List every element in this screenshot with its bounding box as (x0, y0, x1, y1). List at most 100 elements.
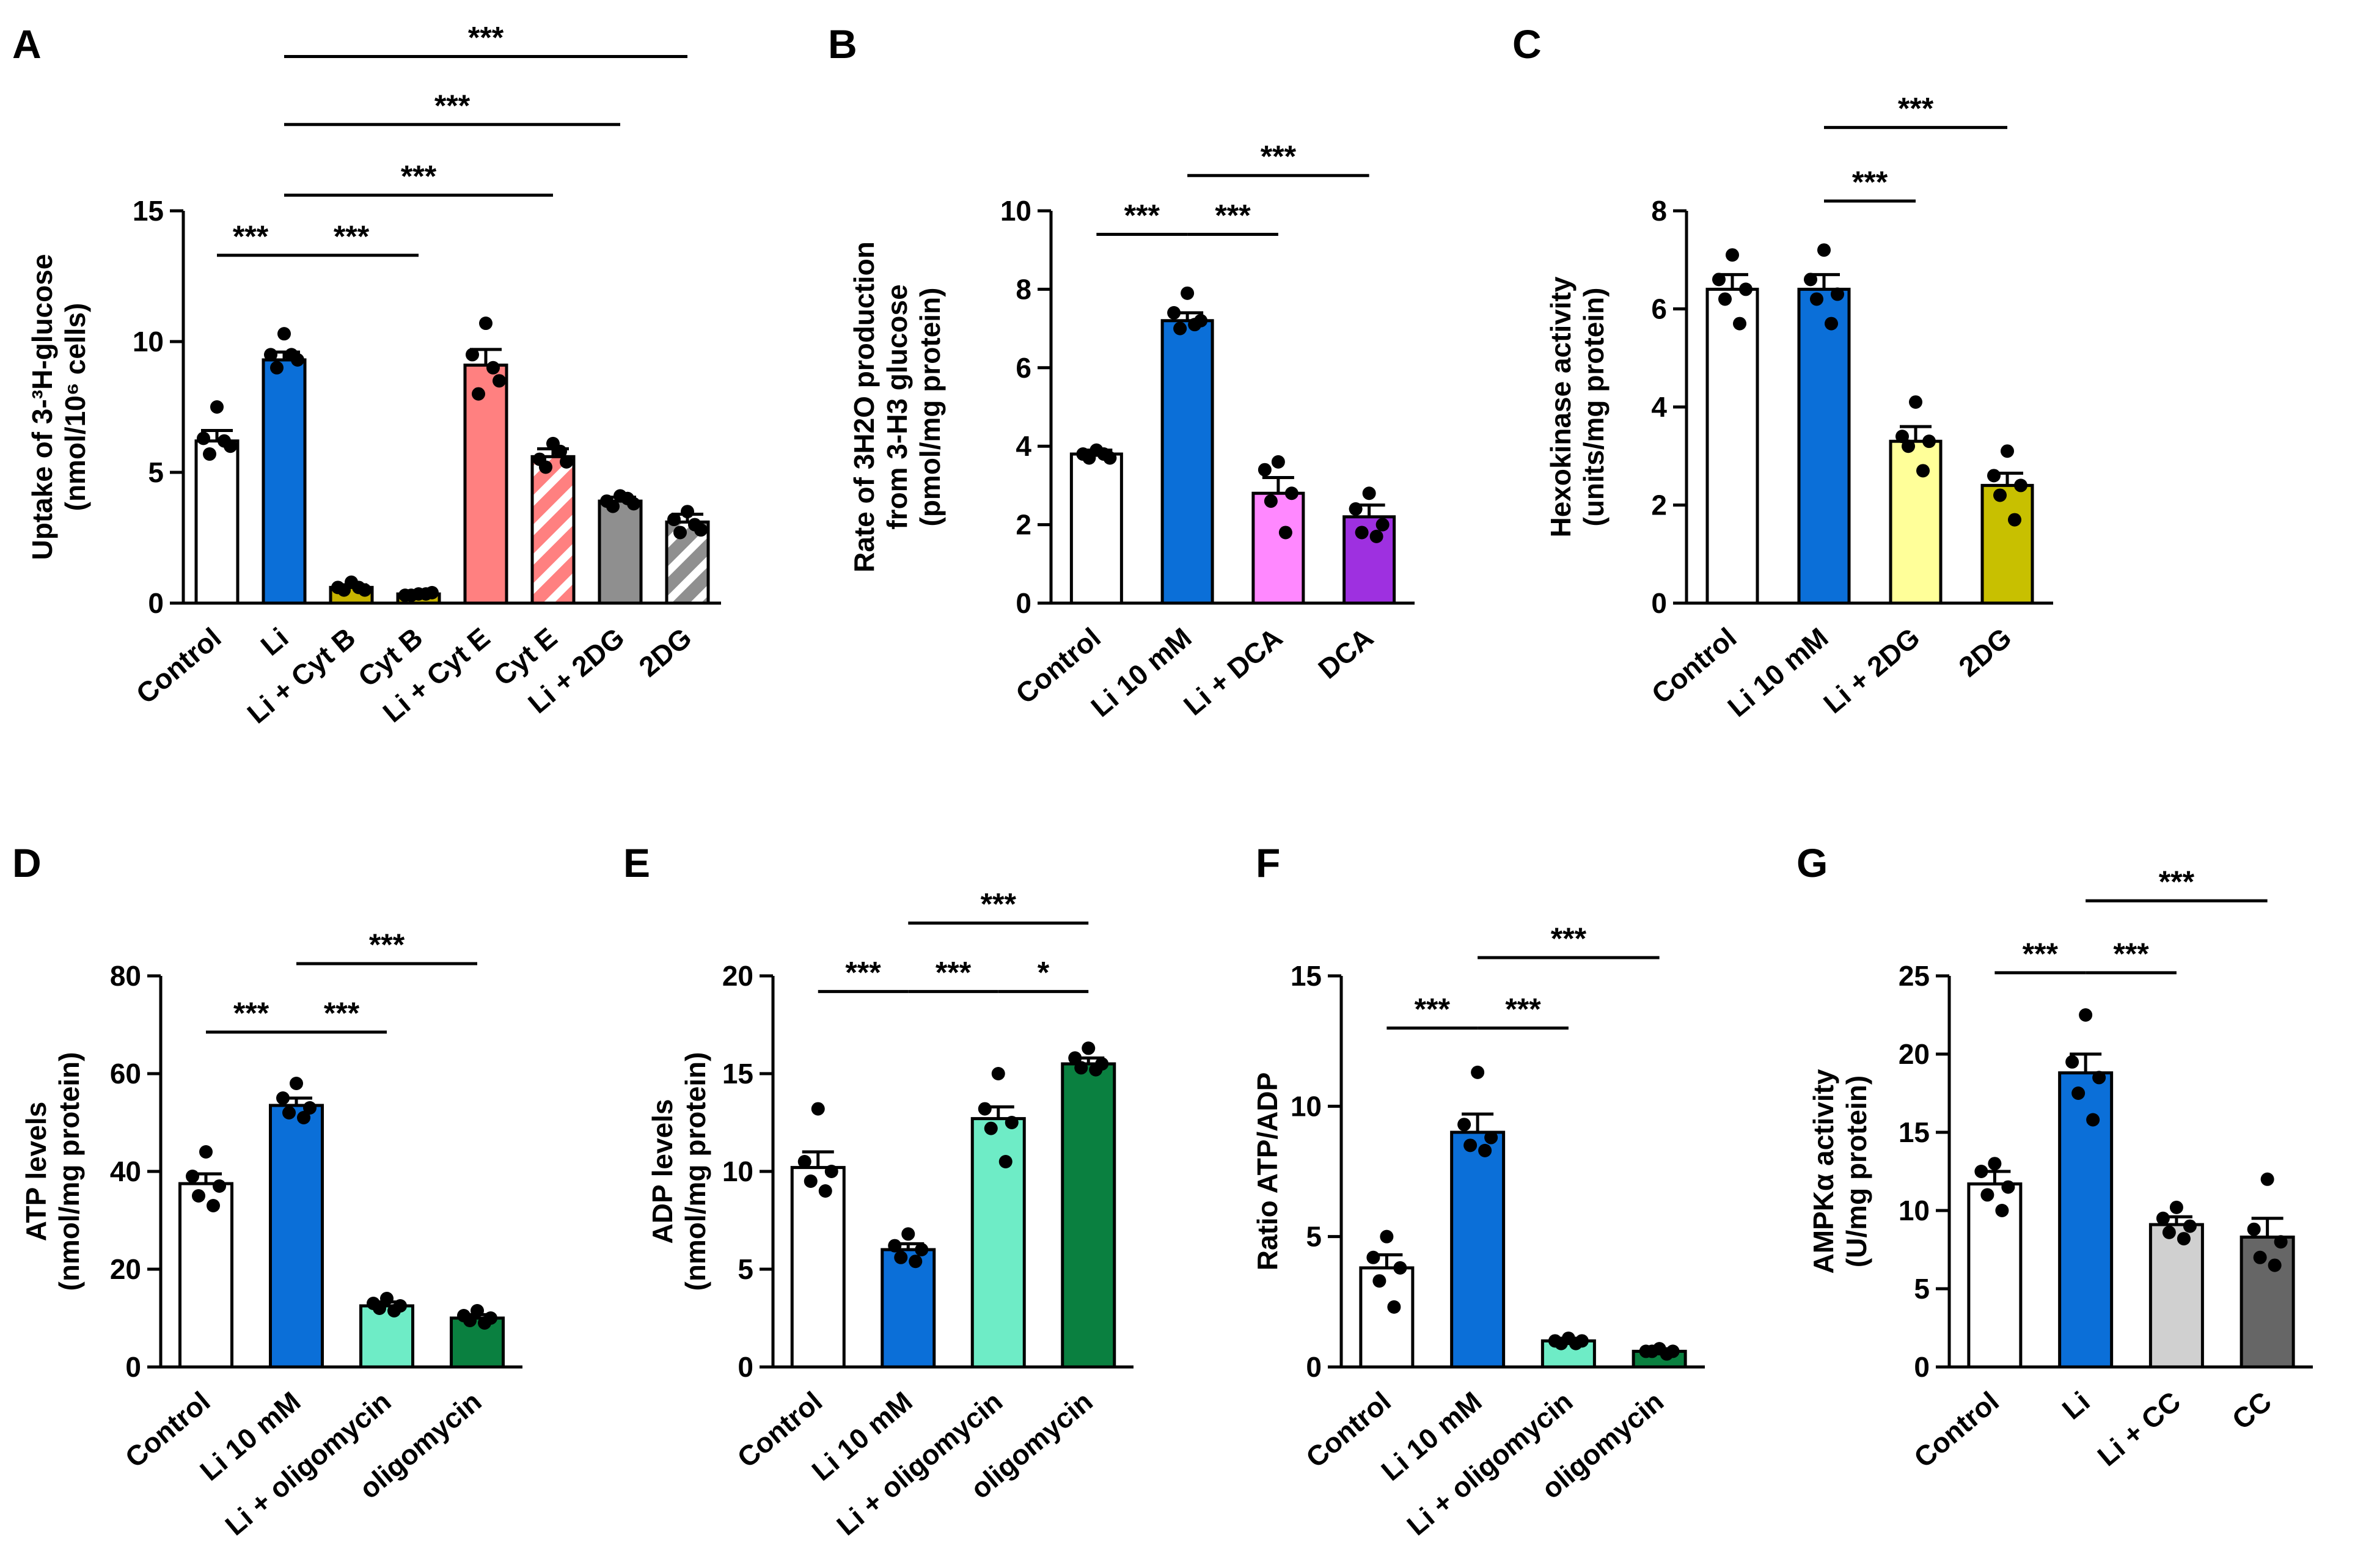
data-point-d-control (192, 1189, 205, 1203)
panel-letter-d: D (12, 840, 42, 885)
x-tick-label-b-li-10-mm: Li 10 mM (1085, 621, 1197, 723)
data-point-c-li-2dg (1895, 430, 1909, 444)
y-tick-label-b: 4 (1016, 430, 1031, 462)
panel-b: B 0 2 4 6 8 10 Rate of 3H2O production from 3-H3… (828, 21, 1415, 723)
data-point-c-2dg (1993, 488, 2007, 502)
data-point-g-control (1995, 1204, 2009, 1217)
data-point-b-li-10-mm (1167, 306, 1181, 320)
data-point-c-li-2dg (1902, 439, 1915, 453)
x-tick-label-g-cc: CC (2226, 1385, 2277, 1436)
data-point-f-li-10-mm (1457, 1118, 1471, 1132)
data-point-d-oligomycin (471, 1304, 484, 1317)
significance-label-g: *** (2159, 865, 2195, 899)
data-point-b-li-10-mm (1173, 321, 1187, 335)
bar-d-li-oligomycin (359, 1304, 414, 1369)
data-point-c-control (1712, 273, 1726, 287)
data-point-b-li-10-mm (1188, 318, 1202, 332)
y-tick-label-c: 6 (1651, 293, 1667, 325)
data-point-b-li-dca (1271, 455, 1285, 469)
y-axis-label-e: ADP levels (646, 1099, 678, 1244)
data-point-g-li (2092, 1071, 2106, 1085)
data-point-a-2dg (673, 526, 687, 540)
bar-c-control (1705, 287, 1759, 605)
y-tick-label-e: 10 (722, 1156, 753, 1187)
y-tick-label-b: 0 (1016, 587, 1031, 619)
data-point-b-li-10-mm (1181, 286, 1195, 300)
significance-label-a: *** (434, 89, 471, 123)
significance-label-e: *** (936, 956, 972, 990)
data-point-b-control (1082, 451, 1096, 465)
significance-label-b: *** (1215, 199, 1251, 233)
y-axis-label-g: AMPKα activity (1807, 1069, 1839, 1273)
y-axis-label-d: (nmol/mg protein) (53, 1052, 85, 1291)
data-point-a-li (285, 348, 298, 362)
data-point-a-li-cyt-e (493, 374, 506, 388)
panels: A 0 5 10 15 Uptake of 3-³H-glucose (nmol/10⁶ c… (12, 20, 2313, 1542)
data-point-f-oligomycin (1660, 1347, 1674, 1361)
data-point-g-control (1988, 1157, 2002, 1171)
panel-c: C 0 2 4 6 8 Hexokinase activity (units/mg prote… (1512, 21, 2053, 723)
data-point-f-li-10-mm (1463, 1138, 1478, 1152)
significance-label-d: *** (233, 996, 269, 1030)
data-point-f-control (1380, 1229, 1394, 1244)
y-tick-label-g: 20 (1899, 1038, 1930, 1070)
data-point-e-li-oligomycin (991, 1067, 1005, 1080)
y-axis-label-b: (pmol/mg protein) (914, 288, 946, 527)
data-point-c-control (1726, 248, 1739, 262)
bar-f-li-10-mm (1450, 1130, 1506, 1369)
data-point-a-li (264, 348, 277, 362)
data-point-c-2dg (2001, 444, 2014, 458)
data-point-e-li-oligomycin (1005, 1116, 1019, 1129)
x-tick-label-a-2dg: 2DG (633, 621, 698, 683)
bar-e-oligomycin (1061, 1062, 1116, 1369)
x-tick-label-c-2dg: 2DG (1953, 621, 2018, 683)
data-point-a-li-2dg (621, 491, 634, 505)
significance-label-g: *** (2023, 937, 2059, 971)
y-tick-label-a: 5 (148, 456, 164, 488)
data-point-c-li-2dg (1922, 434, 1936, 449)
data-point-d-control (207, 1199, 220, 1212)
data-point-b-li-dca (1278, 526, 1292, 540)
bar-g-control (1967, 1182, 2023, 1369)
significance-label-b: *** (1124, 199, 1160, 233)
x-tick-label-f-li-oligomycin: Li + oligomycin (1401, 1385, 1578, 1542)
x-tick-label-b-li-dca: Li + DCA (1178, 621, 1288, 722)
data-point-a-2dg (681, 505, 694, 519)
data-point-d-oligomycin (478, 1316, 491, 1330)
data-point-e-li-oligomycin (998, 1155, 1013, 1168)
y-tick-label-d: 80 (110, 960, 141, 992)
y-tick-label-d: 0 (125, 1351, 141, 1383)
data-point-a-2dg (667, 513, 681, 527)
data-point-a-cyt-b (405, 588, 418, 603)
data-point-g-li (2071, 1086, 2086, 1100)
data-point-d-control (186, 1170, 199, 1183)
y-tick-label-e: 0 (738, 1351, 753, 1383)
y-tick-label-g: 5 (1914, 1273, 1930, 1305)
significance-label-e: *** (981, 887, 1017, 921)
data-point-g-control (1980, 1188, 1994, 1202)
data-point-g-li (2065, 1055, 2079, 1069)
bar-a-control (194, 439, 240, 605)
data-point-a-cyt-b (419, 587, 433, 601)
bar-g-cc (2240, 1236, 2295, 1369)
data-point-b-dca (1362, 486, 1376, 500)
panel-letter-e: E (623, 840, 650, 885)
data-point-d-control (199, 1145, 213, 1159)
y-tick-label-f: 15 (1291, 960, 1322, 992)
data-point-e-oligomycin (1082, 1041, 1096, 1055)
data-point-a-li-cyt-b (352, 581, 365, 595)
data-point-a-cyt-e (539, 460, 552, 474)
data-point-c-li-10-mm (1810, 292, 1823, 306)
data-point-g-cc (2260, 1172, 2274, 1186)
significance-label-g: *** (2113, 937, 2149, 971)
data-point-e-control (824, 1165, 838, 1178)
significance-label-f: *** (1551, 921, 1587, 956)
data-point-g-li-cc (2156, 1211, 2170, 1225)
data-point-f-oligomycin (1645, 1344, 1659, 1358)
panel-letter-f: F (1256, 840, 1280, 885)
data-point-e-oligomycin (1089, 1063, 1103, 1077)
y-axis-label-d: ATP levels (20, 1102, 52, 1241)
x-tick-label-c-li-2dg: Li + 2DG (1817, 621, 1925, 720)
